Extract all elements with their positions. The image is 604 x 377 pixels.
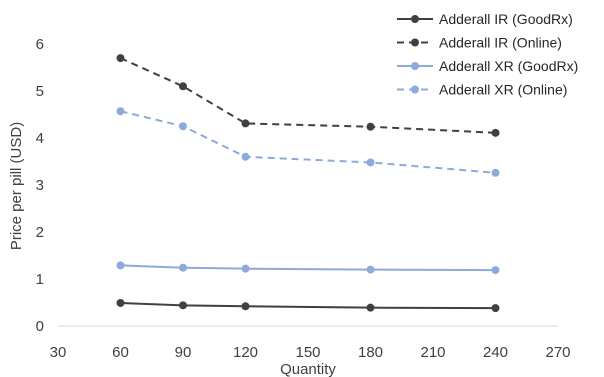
legend-item: Adderall XR (GoodRx) — [397, 58, 578, 74]
series-2 — [116, 54, 500, 137]
data-point — [179, 263, 187, 272]
x-tick-label: 240 — [483, 344, 508, 361]
x-tick-label: 90 — [175, 344, 192, 361]
series-line — [120, 110, 496, 174]
series-line — [120, 264, 496, 272]
data-point — [116, 298, 125, 307]
data-point — [366, 303, 375, 312]
data-point — [116, 54, 125, 63]
x-tick-label: 180 — [358, 344, 383, 361]
series-3 — [116, 261, 500, 275]
series-4 — [116, 107, 500, 177]
x-tick-label: 210 — [420, 344, 445, 361]
series-group — [116, 54, 500, 313]
data-point — [491, 128, 500, 137]
legend-label: Adderall IR (GoodRx) — [439, 11, 573, 27]
data-point — [491, 168, 500, 177]
data-point — [116, 107, 125, 116]
legend: Adderall IR (GoodRx) Adderall IR (Online)… — [397, 11, 578, 98]
data-point — [491, 266, 500, 275]
x-axis-title: Quantity — [280, 361, 336, 377]
y-tick-label: 1 — [36, 271, 44, 288]
x-tick-label: 270 — [545, 344, 570, 361]
legend-swatch-marker — [411, 38, 419, 47]
series-line — [120, 301, 496, 310]
y-tick-label: 0 — [36, 318, 44, 335]
x-tick-label: 120 — [233, 344, 258, 361]
data-point — [241, 119, 250, 128]
data-point — [179, 301, 187, 310]
legend-item: Adderall XR (Online) — [397, 82, 567, 98]
x-tick-label: 60 — [112, 344, 129, 361]
data-point — [366, 265, 375, 274]
legend-label: Adderall IR (Online) — [439, 35, 562, 51]
data-point — [241, 264, 250, 273]
legend-swatch-marker — [411, 85, 419, 94]
legend-item: Adderall IR (GoodRx) — [397, 11, 573, 27]
data-point — [179, 122, 187, 131]
data-point — [366, 158, 375, 167]
data-point — [366, 122, 375, 131]
y-tick-label: 4 — [36, 130, 44, 147]
data-point — [491, 304, 500, 313]
legend-swatch-marker — [411, 62, 419, 70]
y-tick-label: 6 — [36, 36, 44, 53]
y-axis-title: Price per pill (USD) — [8, 122, 25, 250]
series-1 — [116, 298, 500, 313]
x-tick-label: 150 — [295, 344, 320, 361]
legend-label: Adderall XR (GoodRx) — [439, 58, 578, 74]
legend-label: Adderall XR (Online) — [439, 82, 567, 98]
data-point — [116, 261, 125, 270]
y-tick-labels: 0 1 2 3 4 5 6 — [36, 36, 44, 335]
data-point — [241, 152, 250, 161]
y-tick-label: 5 — [36, 83, 44, 100]
x-tick-label: 30 — [50, 344, 67, 361]
y-tick-label: 2 — [36, 224, 44, 241]
data-point — [241, 302, 250, 311]
legend-swatch-marker — [411, 15, 419, 23]
x-tick-labels: 30 60 90 120 150 180 210 240 270 — [50, 344, 571, 361]
y-tick-label: 3 — [36, 177, 44, 194]
data-point — [179, 82, 187, 91]
legend-item: Adderall IR (Online) — [397, 35, 562, 51]
